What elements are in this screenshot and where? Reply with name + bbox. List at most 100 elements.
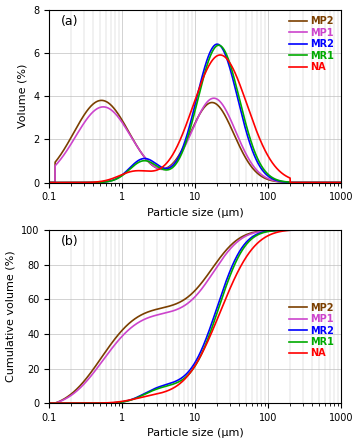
MP1 <box>172 161 176 166</box>
NA <box>172 150 176 155</box>
MP1 <box>334 180 338 185</box>
NA <box>218 52 222 58</box>
NA <box>334 227 338 233</box>
Legend: MP2, MP1, MR2, MR1, NA: MP2, MP1, MR2, MR1, NA <box>287 301 336 361</box>
MP2 <box>302 227 306 233</box>
MP1 <box>334 227 338 233</box>
MP2 <box>172 159 176 165</box>
MR1 <box>302 180 306 185</box>
Legend: MP2, MP1, MR2, MR1, NA: MP2, MP1, MR2, MR1, NA <box>287 14 336 74</box>
MP2 <box>99 98 104 103</box>
MR1 <box>47 180 51 185</box>
MR2 <box>334 227 338 233</box>
NA <box>339 227 343 233</box>
MR2 <box>80 180 85 185</box>
MP2 <box>98 98 102 103</box>
NA <box>80 180 85 185</box>
Line: MP1: MP1 <box>49 230 341 403</box>
MP1 <box>80 383 85 388</box>
Line: MR1: MR1 <box>49 230 341 403</box>
MR1 <box>334 180 338 185</box>
X-axis label: Particle size (μm): Particle size (μm) <box>147 208 243 218</box>
Text: (b): (b) <box>61 235 79 248</box>
Line: MP2: MP2 <box>49 100 341 182</box>
MR1 <box>288 227 292 233</box>
MR2 <box>339 227 343 233</box>
MR2 <box>302 180 306 185</box>
Line: MR1: MR1 <box>49 45 341 182</box>
MP2 <box>339 227 343 233</box>
MR2 <box>334 180 338 185</box>
MP2 <box>288 227 292 233</box>
MP2 <box>159 305 163 311</box>
MR1 <box>172 381 176 387</box>
X-axis label: Particle size (μm): Particle size (μm) <box>147 428 243 438</box>
NA <box>288 227 292 233</box>
NA <box>47 400 51 406</box>
Line: MR2: MR2 <box>49 230 341 403</box>
MP1 <box>98 105 102 110</box>
MR2 <box>80 400 85 406</box>
MR2 <box>47 180 51 185</box>
MP1 <box>47 400 51 406</box>
MP1 <box>98 362 102 367</box>
MR2 <box>172 379 176 385</box>
MR2 <box>98 180 102 185</box>
NA <box>302 227 306 233</box>
NA <box>159 390 163 396</box>
MP1 <box>302 227 306 233</box>
MP1 <box>159 311 163 317</box>
MR1 <box>339 227 343 233</box>
MR2 <box>98 400 102 406</box>
Line: NA: NA <box>49 55 341 182</box>
MP2 <box>302 180 306 185</box>
MP2 <box>80 115 85 120</box>
Y-axis label: Cumulative volume (%): Cumulative volume (%) <box>5 251 15 382</box>
MR1 <box>302 227 306 233</box>
MP1 <box>172 308 176 313</box>
MP2 <box>80 381 85 386</box>
MR1 <box>159 385 163 390</box>
MR1 <box>80 400 85 406</box>
MR2 <box>172 162 176 167</box>
NA <box>302 180 306 185</box>
NA <box>47 180 51 185</box>
MP2 <box>172 302 176 307</box>
MR1 <box>98 180 102 185</box>
NA <box>80 400 85 406</box>
NA <box>172 385 176 390</box>
MR2 <box>215 41 219 47</box>
Line: MR2: MR2 <box>49 44 341 182</box>
MR1 <box>47 400 51 406</box>
MP1 <box>302 180 306 185</box>
MP1 <box>339 227 343 233</box>
NA <box>159 165 163 170</box>
MR1 <box>80 180 85 185</box>
MP1 <box>339 180 343 185</box>
MR1 <box>334 227 338 233</box>
Y-axis label: Volume (%): Volume (%) <box>18 64 28 128</box>
MR2 <box>302 227 306 233</box>
MP1 <box>288 227 292 233</box>
NA <box>339 180 343 185</box>
MR1 <box>216 43 221 48</box>
Text: (a): (a) <box>61 15 78 28</box>
MP2 <box>339 180 343 185</box>
MP2 <box>159 166 163 172</box>
MR2 <box>159 384 163 389</box>
MR2 <box>159 164 163 170</box>
MP2 <box>47 180 51 185</box>
MR2 <box>47 400 51 406</box>
NA <box>98 400 102 406</box>
MP1 <box>159 166 163 172</box>
MR1 <box>159 166 163 171</box>
MP1 <box>80 123 85 128</box>
Line: NA: NA <box>49 230 341 403</box>
MP2 <box>47 400 51 406</box>
Line: MP2: MP2 <box>49 230 341 403</box>
NA <box>334 180 338 185</box>
MR1 <box>172 164 176 169</box>
MR1 <box>98 400 102 406</box>
MP2 <box>98 357 102 363</box>
Line: MP1: MP1 <box>49 98 341 182</box>
